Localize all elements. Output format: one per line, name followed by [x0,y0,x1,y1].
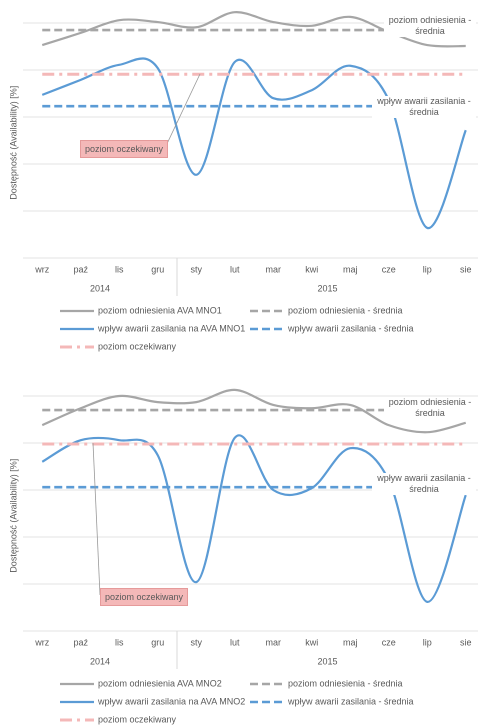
legend-label: wpływ awarii zasilania - średnia [287,323,414,333]
legend-label: wpływ awarii zasilania na AVA MNO2 [97,696,245,706]
x-tick-label: kwi [305,637,318,647]
callout-box: poziom oczekiwany [80,140,169,158]
x-tick-label: maj [343,637,358,647]
x-tick-label: paź [73,264,88,274]
year-label: 2015 [317,656,337,666]
x-tick-label: mar [266,637,282,647]
callout-box: poziom oczekiwany [100,588,189,606]
x-tick-label: gru [151,637,164,647]
y-axis-label: Dostępność (Availability) [%] [8,459,18,573]
legend-label: poziom odniesienia AVA MNO1 [98,305,222,315]
annotation: poziom odniesienia - średnia [384,15,476,37]
legend-label: wpływ awarii zasilania - średnia [287,696,414,706]
x-tick-label: cze [382,264,396,274]
x-tick-label: wrz [34,637,49,647]
callout-leader [164,73,201,149]
x-tick-label: lut [230,264,240,274]
x-tick-label: wrz [34,264,49,274]
year-label: 2014 [90,283,110,293]
legend-label: poziom oczekiwany [98,341,177,351]
x-tick-label: paź [73,637,88,647]
x-tick-label: lis [115,264,124,274]
x-tick-label: maj [343,264,358,274]
x-tick-label: mar [266,264,282,274]
legend-label: wpływ awarii zasilania na AVA MNO1 [97,323,245,333]
annotation: wpływ awarii zasilania - średnia [372,96,476,118]
series-line [41,434,467,603]
legend-label: poziom odniesienia - średnia [288,305,403,315]
legend-label: poziom oczekiwany [98,714,177,724]
x-tick-label: sie [460,264,472,274]
y-axis-label: Dostępność (Availability) [%] [8,86,18,200]
legend-label: poziom odniesienia AVA MNO2 [98,678,222,688]
series-line [41,57,467,230]
x-tick-label: sty [190,264,202,274]
x-tick-label: sie [460,637,472,647]
year-label: 2015 [317,283,337,293]
year-label: 2014 [90,656,110,666]
annotation: wpływ awarii zasilania - średnia [372,473,476,495]
x-tick-label: kwi [305,264,318,274]
annotation: poziom odniesienia - średnia [384,397,476,419]
legend-label: poziom odniesienia - średnia [288,678,403,688]
x-tick-label: sty [190,637,202,647]
x-tick-label: lip [423,264,432,274]
x-tick-label: lip [423,637,432,647]
series-line [41,388,467,434]
x-tick-label: cze [382,637,396,647]
x-tick-label: lut [230,637,240,647]
callout-leader [92,442,101,596]
x-tick-label: gru [151,264,164,274]
x-tick-label: lis [115,637,124,647]
